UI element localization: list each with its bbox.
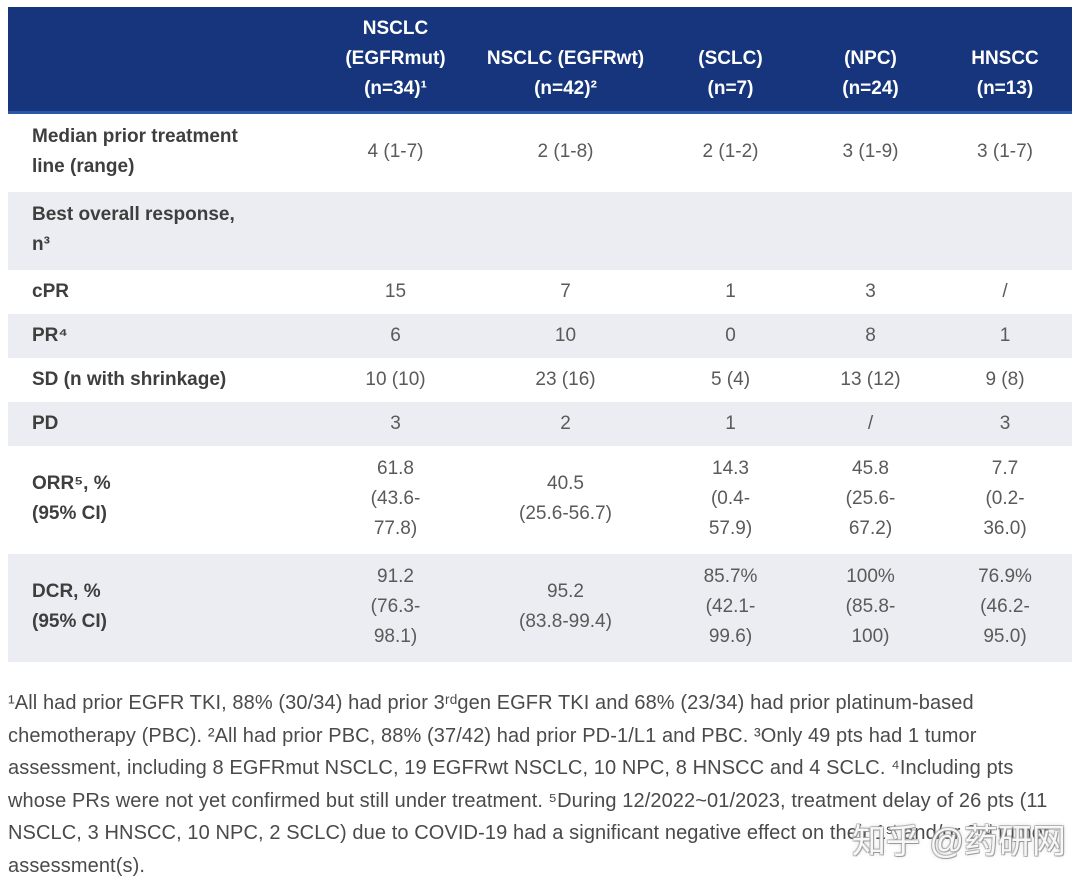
table-row-sd: SD (n with shrinkage) 10 (10) 23 (16) 5 …	[8, 358, 1072, 402]
table-cell: 10 (10)	[365, 369, 426, 390]
header-cell-nsclc-egfrwt: NSCLC (EGFRwt) (n=42)²	[473, 7, 658, 114]
table-row-dcr: DCR, % (95% CI) 91.2 (76.3- 98.1) 95.2 (…	[8, 554, 1072, 662]
table-cell	[318, 192, 473, 270]
header-cell-empty	[8, 7, 318, 114]
table-cell: 4 (1-7)	[367, 141, 424, 162]
row-label: ORR⁵, % (95% CI)	[32, 473, 111, 524]
table-cell: 0	[725, 325, 736, 346]
table-row-orr: ORR⁵, % (95% CI) 61.8 (43.6- 77.8) 40.5 …	[8, 446, 1072, 554]
table-cell: /	[867, 413, 874, 434]
table-row-pr: PR⁴ 6 10 0 8 1	[8, 314, 1072, 358]
table-cell: 3	[390, 413, 401, 434]
table-cell: 3 (1-7)	[977, 141, 1033, 162]
table-cell: 3	[999, 413, 1011, 434]
table-cell: 2 (1-8)	[537, 141, 594, 162]
table-row-median-prior-treatment: Median prior treatment line (range) 4 (1…	[8, 112, 1072, 192]
table-cell: 85.7% (42.1- 99.6)	[703, 566, 758, 647]
header-cell-hnscc: HNSCC (n=13)	[938, 7, 1072, 114]
table-cell: 15	[384, 281, 407, 302]
table-cell: 5 (4)	[710, 369, 751, 390]
table-cell: 1	[999, 325, 1011, 346]
table-footnotes: ¹All had prior EGFR TKI, 88% (30/34) had…	[8, 692, 1050, 877]
table-cell	[938, 192, 1072, 270]
table-cell: /	[1002, 281, 1008, 302]
table-cell: 91.2 (76.3- 98.1)	[370, 566, 421, 647]
table-cell: 2	[560, 413, 571, 434]
row-label: PD	[32, 413, 59, 434]
table-cell: 7	[560, 281, 571, 302]
header-cell-nsclc-egfrmut: NSCLC (EGFRmut) (n=34)¹	[318, 7, 473, 114]
table-cell: 1	[725, 281, 736, 302]
table-cell: 23 (16)	[535, 369, 596, 390]
row-label: cPR	[32, 281, 69, 302]
table-cell: 8	[865, 325, 876, 346]
clinical-response-table: NSCLC (EGFRmut) (n=34)¹ NSCLC (EGFRwt) (…	[8, 7, 1072, 662]
row-label: PR⁴	[32, 325, 68, 346]
table-cell	[658, 192, 803, 270]
table-cell	[803, 192, 938, 270]
table-row-best-overall-response: Best overall response, n³	[8, 192, 1072, 270]
table-cell: 45.8 (25.6- 67.2)	[845, 458, 896, 539]
table-cell: 7.7 (0.2- 36.0)	[983, 458, 1027, 539]
table-row-cpr: cPR 15 7 1 3 /	[8, 270, 1072, 314]
table-cell: 6	[390, 325, 401, 346]
table-cell: 1	[725, 413, 736, 434]
table-cell: 14.3 (0.4- 57.9)	[708, 458, 753, 539]
table-cell: 10	[554, 325, 577, 346]
row-label: Best overall response, n³	[32, 204, 235, 255]
header-cell-sclc: (SCLC) (n=7)	[658, 7, 803, 114]
table-cell: 9 (8)	[985, 369, 1025, 390]
table-cell: 100% (85.8- 100)	[845, 566, 896, 647]
table-cell: 76.9% (46.2- 95.0)	[978, 566, 1032, 647]
table-cell: 95.2 (83.8-99.4)	[519, 581, 612, 632]
row-label: Median prior treatment line (range)	[32, 126, 238, 177]
table-cell	[473, 192, 658, 270]
table-cell: 2 (1-2)	[702, 141, 759, 162]
table-cell: 40.5 (25.6-56.7)	[519, 473, 612, 524]
table-cell: 3 (1-9)	[842, 141, 899, 162]
header-cell-npc: (NPC) (n=24)	[803, 7, 938, 114]
row-label: SD (n with shrinkage)	[32, 369, 227, 390]
header-row: NSCLC (EGFRmut) (n=34)¹ NSCLC (EGFRwt) (…	[8, 7, 1072, 114]
table-cell: 3	[865, 281, 876, 302]
table-row-pd: PD 3 2 1 / 3	[8, 402, 1072, 446]
table-cell: 61.8 (43.6- 77.8)	[370, 458, 421, 539]
row-label: DCR, % (95% CI)	[32, 581, 107, 632]
table-cell: 13 (12)	[840, 369, 901, 390]
